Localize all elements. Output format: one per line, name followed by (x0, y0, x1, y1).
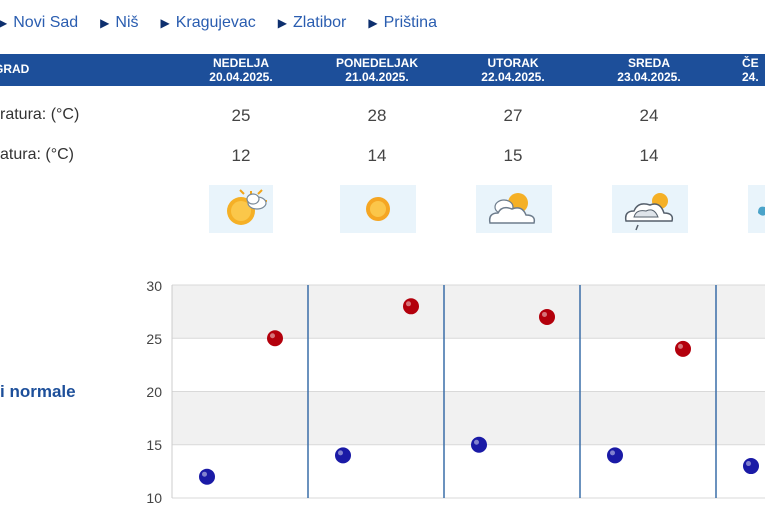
day-header: SREDA 23.04.2025. (594, 56, 704, 84)
point-highlight (678, 343, 683, 349)
min-temp-value: 12 (231, 146, 251, 165)
y-tick-label: 25 (146, 331, 162, 347)
max-temp-point (267, 330, 283, 347)
arrow-right-icon: ▶ (368, 16, 378, 30)
day-header: PONEDELJAK 21.04.2025. (322, 56, 432, 84)
nav-link-label: Niš (115, 14, 139, 31)
forecast-header: GRAD NEDELJA 20.04.2025. PONEDELJAK 21.0… (0, 54, 765, 86)
min-temp-label: atura: (°C) (0, 146, 74, 163)
arrow-right-icon: ▶ (160, 16, 170, 30)
point-highlight (746, 461, 751, 467)
nav-link-nis[interactable]: ▶ Niš (100, 14, 138, 32)
point-highlight (474, 439, 479, 445)
max-temp-value: 24 (639, 106, 659, 125)
day-date: 20.04.2025. (209, 70, 273, 84)
day-header: ČE 24. (742, 56, 765, 84)
point-highlight (270, 333, 275, 339)
nav-link-label: Novi Sad (13, 14, 79, 31)
y-tick-label: 30 (146, 278, 162, 294)
nav-link-kragujevac[interactable]: ▶ Kragujevac (161, 14, 256, 32)
max-temp-point (403, 298, 419, 315)
grad-column-header: GRAD (0, 62, 30, 76)
day-name: NEDELJA (212, 56, 269, 70)
y-tick-label: 10 (146, 490, 162, 506)
max-temp-value: 27 (503, 106, 523, 125)
day-name: ČE (742, 56, 759, 70)
min-temp-point (471, 436, 487, 453)
sun-icon (340, 185, 416, 233)
nav-link-novi-sad[interactable]: ▶ Novi Sad (0, 14, 78, 32)
plot-band (172, 444, 765, 498)
day-date: 21.04.2025. (345, 70, 409, 84)
day-name: PONEDELJAK (335, 56, 418, 70)
max-temp-point (675, 340, 691, 357)
min-temp-point (743, 458, 759, 475)
day-header: NEDELJA 20.04.2025. (186, 56, 296, 84)
arrow-right-icon: ▶ (277, 16, 288, 30)
plot-band (172, 391, 765, 445)
max-temp-value: 25 (231, 106, 251, 125)
min-temp-point (335, 447, 351, 464)
plot-band (172, 285, 765, 339)
nav-link-zlatibor[interactable]: ▶ Zlatibor (278, 14, 347, 32)
y-tick-label: 20 (146, 384, 162, 400)
point-highlight (542, 311, 547, 317)
chart-legend-label: i normale (0, 382, 76, 401)
cloud-sun-icon (476, 185, 552, 233)
point-highlight (202, 471, 207, 477)
point-highlight (406, 301, 411, 307)
point-highlight (338, 450, 343, 456)
min-temp-point (607, 447, 623, 464)
nav-link-label: Kragujevac (175, 14, 256, 31)
nav-link-label: Priština (383, 14, 437, 31)
day-date: 24. (742, 70, 759, 84)
y-tick-label: 15 (146, 437, 162, 453)
max-temp-point (539, 308, 555, 325)
min-temp-point (199, 468, 215, 485)
nav-link-pristina[interactable]: ▶ Priština (368, 14, 437, 32)
day-date: 22.04.2025. (481, 70, 545, 84)
city-nav: ▶ Novi Sad ▶ Niš ▶ Kragujevac ▶ Zlatibor… (0, 8, 459, 38)
sun-behind-cloud-icon (209, 185, 273, 233)
day-date: 23.04.2025. (617, 70, 681, 84)
arrow-right-icon: ▶ (0, 16, 8, 30)
day-name: UTORAK (487, 56, 539, 70)
min-temp-value: 14 (367, 146, 387, 165)
nav-link-label: Zlatibor (293, 14, 347, 31)
min-temp-value: 14 (639, 146, 659, 165)
max-temp-value: 28 (367, 106, 387, 125)
point-highlight (610, 450, 615, 456)
max-temp-label: ratura: (°C) (0, 106, 80, 123)
day-header: UTORAK 22.04.2025. (458, 56, 568, 84)
day-name: SREDA (627, 56, 670, 70)
arrow-right-icon: ▶ (100, 16, 110, 30)
min-temp-value: 15 (503, 146, 523, 165)
rain-cloud-sun-icon (612, 185, 688, 233)
partial-weather-icon (748, 185, 765, 233)
plot-band (172, 338, 765, 392)
